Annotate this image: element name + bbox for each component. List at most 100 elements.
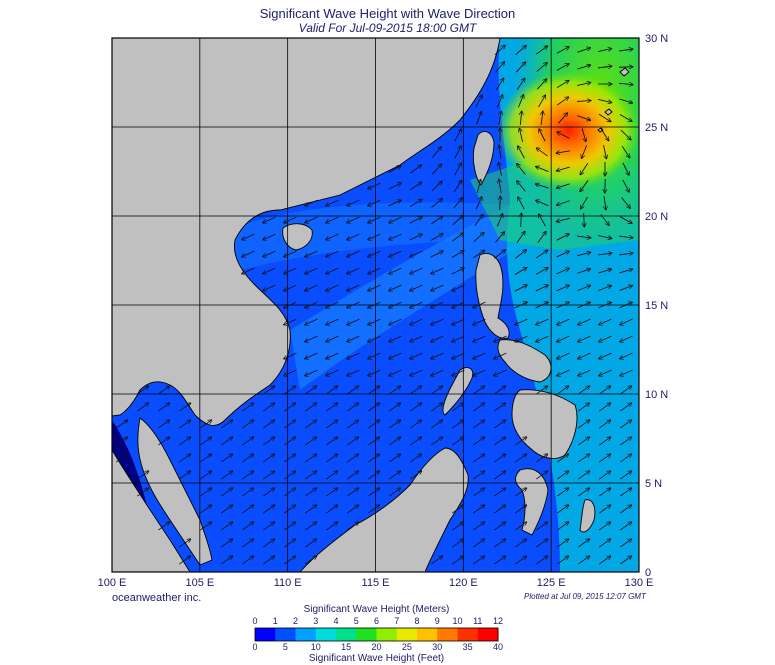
chart-subtitle: Valid For Jul-09-2015 18:00 GMT xyxy=(298,21,477,35)
wave-arrow xyxy=(242,556,253,565)
wave-arrow xyxy=(200,488,211,497)
wave-arrow xyxy=(577,48,590,53)
wave-arrow xyxy=(305,488,316,497)
wave-arrow xyxy=(389,335,402,342)
wave-arrow xyxy=(326,318,339,325)
wave-arrow xyxy=(305,539,316,548)
wave-arrow xyxy=(368,403,379,412)
wave-arrow xyxy=(388,166,401,173)
wave-arrow xyxy=(515,45,527,55)
wave-arrow xyxy=(368,335,381,342)
wave-arrow xyxy=(556,251,570,258)
wave-arrow xyxy=(431,267,444,274)
wave-arrow xyxy=(619,49,633,51)
colorbar-swatch xyxy=(255,628,276,641)
wave-arrow xyxy=(519,128,524,142)
wave-arrow xyxy=(516,78,525,91)
wave-arrow xyxy=(558,113,567,124)
wave-arrow xyxy=(618,236,633,238)
wave-arrow xyxy=(430,216,443,225)
wave-arrow xyxy=(452,318,465,325)
wave-arrow xyxy=(242,250,255,257)
wave-arrow xyxy=(305,437,316,446)
wave-arrow xyxy=(263,488,274,497)
wave-arrow xyxy=(598,253,612,255)
wave-arrow xyxy=(368,216,381,223)
wave-arrow xyxy=(578,420,589,429)
wave-arrow xyxy=(347,216,360,223)
wave-arrow xyxy=(536,522,547,531)
wave-arrow xyxy=(431,437,442,446)
wave-arrow xyxy=(158,403,169,412)
wave-arrow xyxy=(621,197,631,209)
wave-arrow xyxy=(368,318,381,325)
wave-arrow xyxy=(599,505,610,514)
latitude-label: 20 N xyxy=(645,211,668,223)
wave-arrow xyxy=(431,301,444,308)
wave-arrow xyxy=(221,488,232,497)
colorbar-meter-tick: 5 xyxy=(353,616,359,626)
wave-arrow xyxy=(305,352,318,359)
wave-arrow xyxy=(368,250,381,257)
wave-arrow xyxy=(410,386,421,395)
wave-arrow xyxy=(536,62,548,72)
wave-direction-arrows xyxy=(116,45,633,565)
wave-arrow xyxy=(284,352,297,359)
colorbar-meter-tick: 7 xyxy=(394,616,400,626)
wave-arrow xyxy=(556,183,570,188)
wave-arrow xyxy=(368,386,379,395)
wave-arrow xyxy=(599,471,610,480)
taiwan-island xyxy=(472,131,495,186)
wave-arrow xyxy=(305,369,318,376)
colorbar-feet-tick: 35 xyxy=(462,642,473,652)
wave-arrow xyxy=(242,437,253,446)
wave-arrow xyxy=(431,335,444,342)
wave-arrow xyxy=(578,437,589,446)
wave-arrow xyxy=(389,420,400,429)
wave-arrow xyxy=(347,522,358,531)
wave-arrow xyxy=(368,182,381,189)
latitude-label: 25 N xyxy=(645,122,668,134)
wave-arrow xyxy=(242,539,253,548)
wave-arrow xyxy=(263,522,274,531)
wave-arrow xyxy=(305,454,316,463)
colorbar-meter-tick: 11 xyxy=(473,616,483,626)
wave-arrow xyxy=(368,199,381,206)
wave-arrow xyxy=(578,539,589,548)
wave-arrow xyxy=(410,250,423,257)
colorbar-feet-tick: 5 xyxy=(282,642,288,652)
wave-arrow xyxy=(242,471,253,480)
wave-arrow xyxy=(494,250,505,259)
wave-arrow xyxy=(475,95,483,108)
wave-arrow xyxy=(158,522,169,531)
wave-arrow xyxy=(200,420,211,429)
wave-arrow xyxy=(263,454,274,463)
wave-arrow xyxy=(536,454,547,463)
wave-arrow xyxy=(496,95,502,108)
wave-arrow xyxy=(305,301,318,308)
wave-arrow xyxy=(305,335,318,342)
wave-arrow xyxy=(557,522,568,531)
wave-arrow xyxy=(409,199,422,207)
wave-arrow xyxy=(305,267,318,274)
wave-arrow xyxy=(473,539,484,548)
wave-arrow xyxy=(537,231,546,243)
wave-arrow xyxy=(557,539,568,548)
wave-arrow xyxy=(326,488,337,497)
wave-arrow xyxy=(452,215,463,226)
wave-arrow xyxy=(557,556,568,565)
wave-arrow xyxy=(580,162,589,175)
wave-arrow xyxy=(598,285,611,291)
wave-arrow xyxy=(263,539,274,548)
wave-arrow xyxy=(347,301,360,308)
wave-arrow xyxy=(368,369,381,376)
wave-arrow xyxy=(347,267,360,274)
wave-arrow xyxy=(347,369,360,376)
wave-arrow xyxy=(494,522,505,531)
wave-arrow xyxy=(598,113,611,121)
wave-arrow xyxy=(242,505,253,514)
wave-arrow xyxy=(536,200,549,207)
wave-arrow xyxy=(494,539,505,548)
wave-arrow xyxy=(494,386,505,395)
wave-arrow xyxy=(521,213,522,228)
